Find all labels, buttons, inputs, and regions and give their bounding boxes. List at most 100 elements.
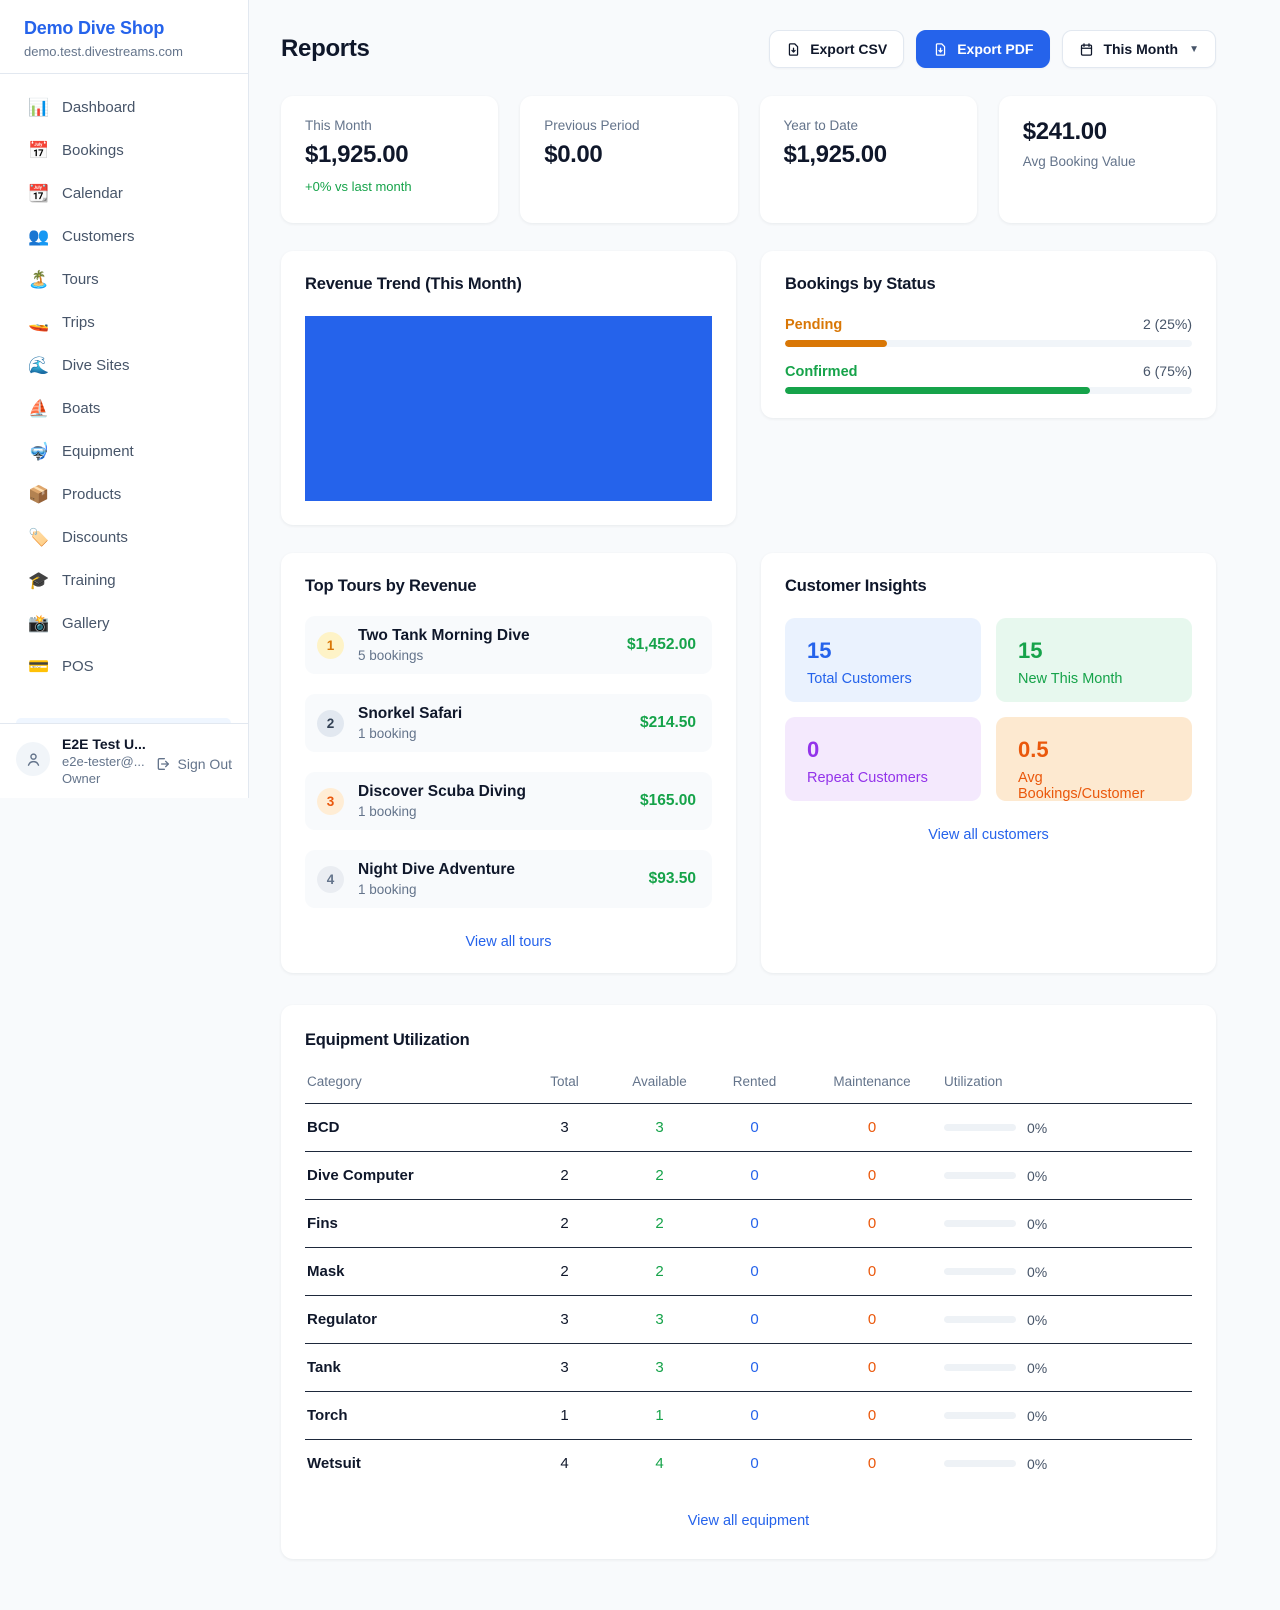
sidebar-item-label: Equipment (62, 443, 134, 460)
table-row: Wetsuit 4 4 0 0 0% (305, 1440, 1192, 1488)
cell-category: Fins (305, 1199, 517, 1248)
sidebar-item-products[interactable]: 📦 Products (16, 473, 232, 516)
utilization-bar (944, 1172, 1016, 1179)
status-count: 6 (75%) (1142, 363, 1192, 379)
tour-amount: $165.00 (639, 792, 696, 809)
equipment-utilization-card: Equipment Utilization Category Total Ava… (281, 1005, 1216, 1559)
cell-available: 3 (612, 1343, 707, 1392)
cell-maintenance: 0 (802, 1199, 942, 1248)
user-name: E2E Test U... (62, 736, 146, 752)
cell-total: 2 (517, 1151, 612, 1200)
sidebar-item-discounts[interactable]: 🏷️ Discounts (16, 516, 232, 559)
sidebar-item-bookings[interactable]: 📅 Bookings (16, 129, 232, 172)
cell-rented: 0 (707, 1151, 802, 1200)
utilization-percent: 0% (1027, 1263, 1048, 1280)
cell-category: Tank (305, 1343, 517, 1392)
sidebar-item-dive-sites[interactable]: 🌊 Dive Sites (16, 344, 232, 387)
sidebar-item-gallery[interactable]: 📸 Gallery (16, 602, 232, 645)
sign-out-button[interactable]: Sign Out (155, 756, 232, 772)
user-footer: E2E Test U... e2e-tester@... Owner Sign … (0, 723, 248, 798)
revenue-trend-chart (305, 316, 712, 501)
sidebar-item-training[interactable]: 🎓 Training (16, 559, 232, 602)
bookings-by-status-title: Bookings by Status (785, 275, 936, 293)
cell-maintenance: 0 (802, 1391, 942, 1440)
rank-badge: 3 (317, 787, 344, 815)
column-header-maintenance: Maintenance (802, 1068, 942, 1104)
sidebar-item-trips[interactable]: 🚤 Trips (16, 301, 232, 344)
period-select[interactable]: This Month ▼ (1062, 30, 1216, 68)
tag-icon: 🏷️ (28, 528, 50, 547)
tour-list-item[interactable]: 4 Night Dive Adventure 1 booking $93.50 (305, 850, 712, 908)
cell-rented: 0 (707, 1295, 802, 1344)
export-pdf-button[interactable]: Export PDF (916, 30, 1051, 68)
progress-fill (785, 340, 887, 347)
insight-label: Repeat Customers (807, 770, 928, 786)
stat-card-year-to-date: Year to Date $1,925.00 (759, 96, 977, 223)
cell-rented: 0 (707, 1247, 802, 1296)
header-actions: Export CSV Export PDF This Month ▼ (769, 30, 1216, 68)
cell-rented: 0 (707, 1199, 802, 1248)
sidebar-nav: 📊 Dashboard 📅 Bookings 📆 Calendar 👥 Customer… (0, 74, 248, 723)
sidebar: Demo Dive Shop demo.test.divestreams.com… (0, 0, 249, 798)
tour-list-item[interactable]: 3 Discover Scuba Diving 1 booking $165.00 (305, 772, 712, 830)
cell-category: Wetsuit (307, 1455, 361, 1472)
view-all-tours-link[interactable]: View all tours (465, 934, 552, 950)
top-tours-title: Top Tours by Revenue (305, 577, 477, 595)
tour-name: Snorkel Safari (358, 705, 463, 722)
column-header-category: Category (305, 1068, 517, 1104)
calendar-icon (1081, 42, 1093, 56)
column-header-utilization: Utilization (942, 1068, 1192, 1104)
progress-fill (785, 387, 1091, 394)
status-label: Pending (785, 317, 843, 333)
cell-category: Torch (305, 1391, 517, 1440)
stat-label: This Month (305, 118, 372, 133)
cell-rented: 0 (707, 1343, 802, 1392)
sidebar-item-pos[interactable]: 💳 POS (16, 645, 232, 688)
cell-available: 2 (612, 1151, 707, 1200)
tour-list-item[interactable]: 1 Two Tank Morning Dive 5 bookings $1,452… (305, 616, 712, 674)
sidebar-item-customers[interactable]: 👥 Customers (16, 215, 232, 258)
camera-icon: 📸 (28, 614, 50, 633)
utilization-percent: 0% (1027, 1311, 1048, 1328)
insight-total-customers: 15 Total Customers (785, 618, 981, 702)
insight-value: 15 (1018, 638, 1043, 663)
table-row: Regulator 3 3 0 0 0% (305, 1295, 1192, 1344)
page-header: Reports Export CSV Export PDF This Month… (281, 30, 1216, 68)
insight-new-this-month: 15 New This Month (996, 618, 1192, 702)
customers-icon: 👥 (28, 227, 50, 246)
cell-available: 3 (612, 1103, 707, 1152)
cell-available: 2 (612, 1247, 707, 1296)
sidebar-item-boats[interactable]: ⛵ Boats (16, 387, 232, 430)
sidebar-item-reports-active-cut[interactable] (16, 718, 231, 723)
sidebar-item-dashboard[interactable]: 📊 Dashboard (16, 86, 232, 129)
trips-boat-icon: 🚤 (28, 313, 50, 332)
sidebar-item-tours[interactable]: 🏝️ Tours (16, 258, 232, 301)
view-all-customers-link[interactable]: View all customers (928, 827, 1049, 843)
rank-badge: 1 (317, 631, 344, 659)
stat-card-avg-booking-value: $241.00 Avg Booking Value (998, 96, 1216, 223)
export-csv-label: Export CSV (810, 41, 888, 57)
export-csv-button[interactable]: Export CSV (769, 30, 905, 68)
cell-maintenance: 0 (867, 1455, 877, 1472)
tour-amount: $93.50 (648, 870, 696, 887)
utilization-percent: 0% (1027, 1167, 1048, 1184)
sidebar-item-calendar[interactable]: 📆 Calendar (16, 172, 232, 215)
table-row: BCD 3 3 0 0 0% (305, 1103, 1192, 1152)
export-pdf-label: Export PDF (957, 41, 1034, 57)
sidebar-item-equipment[interactable]: 🤿 Equipment (16, 430, 232, 473)
sidebar-item-label: Dashboard (62, 99, 136, 116)
cell-maintenance: 0 (802, 1295, 942, 1344)
cell-available: 4 (655, 1455, 664, 1472)
insight-repeat-customers: 0 Repeat Customers (785, 717, 981, 801)
tour-list-item[interactable]: 2 Snorkel Safari 1 booking $214.50 (305, 694, 712, 752)
stat-value: $0.00 (544, 141, 603, 168)
table-row: Torch 1 1 0 0 0% (305, 1391, 1192, 1440)
table-row: Dive Computer 2 2 0 0 0% (305, 1151, 1192, 1200)
status-count: 2 (25%) (1142, 316, 1192, 332)
utilization-percent: 0% (1027, 1359, 1048, 1376)
revenue-trend-title: Revenue Trend (This Month) (305, 275, 522, 293)
utilization-percent: 0% (1027, 1119, 1048, 1136)
cell-total: 4 (560, 1455, 569, 1472)
view-all-equipment-link[interactable]: View all equipment (687, 1513, 810, 1529)
tour-bookings: 1 booking (358, 882, 417, 897)
